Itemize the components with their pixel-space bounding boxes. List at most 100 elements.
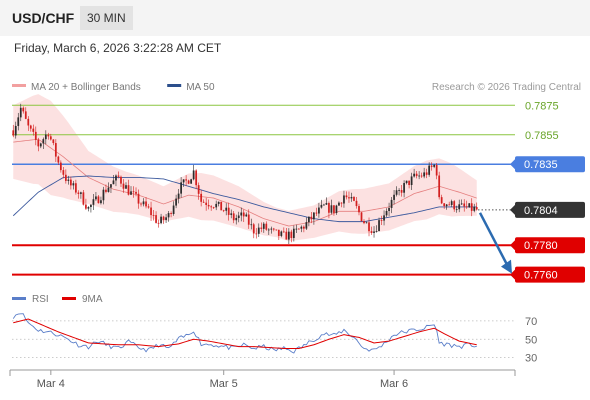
candle-body bbox=[405, 180, 408, 184]
candle-body bbox=[39, 143, 42, 147]
candle-body bbox=[180, 182, 182, 194]
candle-body bbox=[435, 164, 438, 176]
candle-body bbox=[473, 207, 476, 211]
candle-body bbox=[160, 216, 162, 224]
candle-body bbox=[107, 187, 110, 192]
candle-body bbox=[260, 227, 263, 229]
candle-body bbox=[445, 204, 448, 207]
forecast-arrow-shaft bbox=[478, 212, 509, 266]
candle-body bbox=[95, 196, 97, 200]
candles bbox=[12, 103, 478, 244]
candle-body bbox=[395, 190, 398, 195]
candle-body bbox=[330, 205, 333, 213]
candle-body bbox=[358, 206, 360, 213]
candle-body bbox=[182, 179, 185, 183]
candle-body bbox=[365, 222, 368, 224]
candle-body bbox=[410, 176, 413, 186]
candle-body bbox=[250, 224, 253, 226]
x-tick-label: Mar 5 bbox=[210, 378, 238, 390]
candle-body bbox=[175, 198, 177, 206]
candle-body bbox=[117, 175, 120, 177]
candle-body bbox=[420, 175, 423, 177]
candle-body bbox=[145, 201, 147, 207]
candle-body bbox=[59, 162, 62, 171]
timestamp: Friday, March 6, 2026 3:22:28 AM CET bbox=[14, 41, 222, 55]
candle-body bbox=[102, 189, 105, 201]
candle-body bbox=[418, 175, 421, 177]
candle-body bbox=[265, 223, 268, 230]
candle-body bbox=[135, 191, 137, 194]
candle-body bbox=[285, 231, 288, 240]
candle-body bbox=[127, 185, 130, 195]
candle-body bbox=[69, 179, 72, 186]
candle-body bbox=[450, 201, 453, 205]
candle-body bbox=[17, 117, 20, 126]
candle-body bbox=[370, 231, 373, 233]
candle-body bbox=[132, 191, 135, 193]
level-label-0.7875: 0.7875 bbox=[525, 100, 559, 112]
candle-body bbox=[120, 176, 122, 184]
candle-body bbox=[267, 229, 270, 231]
level-label-0.7780: 0.7780 bbox=[524, 240, 558, 252]
legend-9ma: 9MA bbox=[82, 294, 103, 305]
candle-body bbox=[430, 165, 433, 167]
candle-body bbox=[363, 221, 365, 224]
candle-body bbox=[310, 216, 313, 220]
rsi-legend: RSI 9MA bbox=[12, 294, 103, 305]
candle-body bbox=[167, 213, 170, 218]
candle-body bbox=[300, 226, 303, 229]
candle-body bbox=[235, 218, 238, 221]
candle-body bbox=[170, 213, 172, 214]
candle-body bbox=[240, 212, 243, 216]
candle-body bbox=[202, 201, 205, 203]
candle-body bbox=[27, 118, 30, 126]
candle-body bbox=[398, 189, 400, 191]
candle-body bbox=[24, 111, 27, 119]
candle-body bbox=[232, 213, 235, 221]
candle-body bbox=[333, 205, 335, 213]
candle-body bbox=[275, 229, 278, 231]
candle-body bbox=[32, 128, 35, 132]
candle-body bbox=[270, 228, 273, 230]
x-tick-label: Mar 6 bbox=[380, 378, 408, 390]
candle-body bbox=[187, 180, 190, 184]
timeframe-badge[interactable]: 30 MIN bbox=[80, 6, 133, 30]
legend-swatch bbox=[12, 297, 26, 300]
candle-body bbox=[37, 139, 40, 147]
candle-body bbox=[130, 191, 132, 195]
level-label-0.7760: 0.7760 bbox=[524, 270, 558, 282]
level-label-0.7835: 0.7835 bbox=[524, 159, 558, 171]
candle-body bbox=[458, 204, 461, 210]
candle-body bbox=[290, 231, 293, 238]
candle-body bbox=[195, 170, 198, 186]
candle-body bbox=[282, 231, 285, 233]
candle-body bbox=[242, 212, 245, 217]
candle-body bbox=[112, 180, 115, 185]
candle-body bbox=[292, 228, 295, 238]
candle-body bbox=[237, 215, 240, 219]
candle-body bbox=[192, 170, 195, 180]
price-legend: MA 20 + Bollinger Bands MA 50 bbox=[12, 82, 215, 93]
candle-body bbox=[207, 204, 210, 207]
candle-body bbox=[368, 222, 370, 232]
candle-body bbox=[150, 207, 152, 216]
forecast-arrow-head bbox=[501, 259, 512, 274]
legend-swatch bbox=[62, 297, 76, 300]
candle-body bbox=[82, 192, 85, 205]
candle-body bbox=[325, 203, 328, 205]
candle-body bbox=[335, 205, 338, 213]
candle-body bbox=[345, 195, 348, 198]
candle-body bbox=[475, 207, 478, 210]
candle-body bbox=[230, 213, 233, 215]
candle-body bbox=[142, 201, 145, 205]
candle-body bbox=[29, 125, 32, 129]
candle-body bbox=[428, 165, 431, 175]
level-tag-0.7760 bbox=[515, 266, 585, 283]
candle-body bbox=[413, 173, 415, 177]
candle-body bbox=[423, 172, 426, 177]
candle-body bbox=[165, 217, 167, 220]
candle-body bbox=[393, 194, 395, 200]
candle-body bbox=[137, 193, 140, 204]
candle-body bbox=[122, 183, 125, 189]
